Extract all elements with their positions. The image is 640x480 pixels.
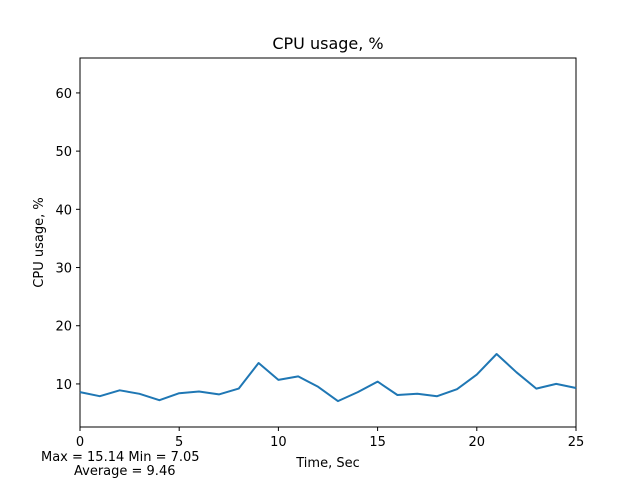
y-tick-label: 40 [55, 203, 72, 218]
stats-max-min: Max = 15.14 Min = 7.05 [41, 450, 200, 465]
x-axis: 0 5 10 15 20 25 [76, 427, 584, 450]
stats-average: Average = 9.46 [74, 464, 176, 479]
y-tick-label: 30 [55, 262, 72, 277]
x-tick-label: 5 [175, 435, 183, 450]
y-tick-label: 60 [55, 87, 72, 102]
series-layer [79, 353, 577, 403]
x-tick-label: 15 [369, 435, 386, 450]
y-axis: 10 20 30 40 50 60 [55, 87, 80, 393]
plot-area-frame [79, 57, 577, 428]
x-tick-label: 0 [76, 435, 84, 450]
chart-title: CPU usage, % [272, 34, 383, 53]
cpu-usage-line [79, 353, 577, 403]
y-tick-label: 10 [55, 378, 72, 393]
y-tick-label: 20 [55, 320, 72, 335]
x-tick-label: 25 [568, 435, 585, 450]
y-axis-label: CPU usage, % [32, 197, 47, 287]
x-tick-label: 20 [469, 435, 486, 450]
y-tick-label: 50 [55, 145, 72, 160]
x-tick-label: 10 [270, 435, 287, 450]
x-axis-label: Time, Sec [295, 456, 359, 471]
